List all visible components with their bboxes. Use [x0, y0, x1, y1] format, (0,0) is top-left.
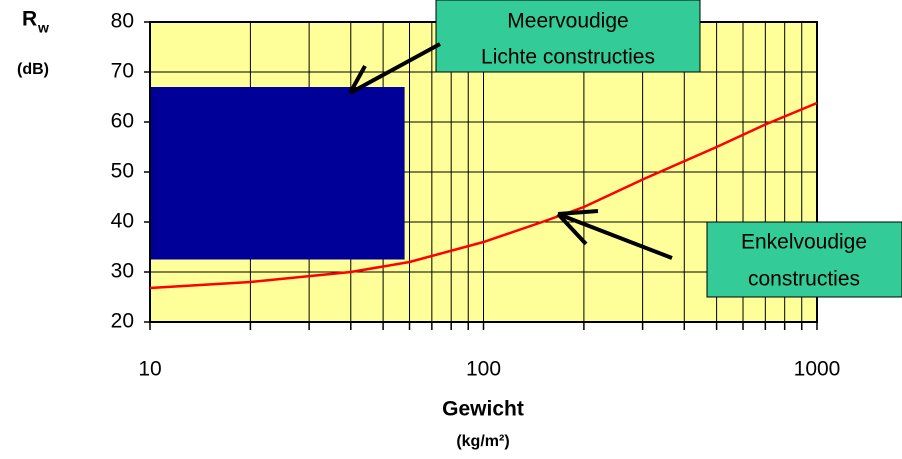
arrow-head — [556, 212, 588, 246]
annotation-text: Lichte constructies — [481, 46, 655, 69]
x-axis-label: Gewicht — [442, 398, 524, 421]
x-axis-unit: (kg/m²) — [456, 433, 509, 450]
annotation-text: Enkelvoudige — [741, 231, 867, 254]
annotation-text: constructies — [748, 268, 860, 291]
y-tick-label: 30 — [111, 260, 134, 283]
annotation-box — [435, 0, 701, 73]
y-tick-label: 20 — [111, 310, 134, 333]
x-tick-label: 100 — [466, 358, 501, 381]
annotations: Meervoudige Lichte constructies Enkelvou… — [348, 0, 902, 298]
y-axis-label: R — [22, 8, 37, 31]
arrow — [557, 212, 673, 260]
annotation-text: Meervoudige — [507, 10, 628, 33]
y-tick-label: 70 — [111, 60, 134, 83]
arrow-head — [348, 65, 367, 94]
x-tick-label: 10 — [138, 358, 161, 381]
y-tick-label: 80 — [111, 10, 134, 33]
arrow — [349, 42, 441, 95]
line — [149, 101, 818, 290]
y-tick-label: 60 — [111, 110, 134, 133]
x-tick-label: 1000 — [794, 358, 841, 381]
arrow-head — [557, 209, 599, 216]
y-tick-label: 50 — [111, 160, 134, 183]
region — [150, 87, 405, 260]
y-tick-label: 40 — [111, 210, 134, 233]
y-axis-unit: (dB) — [17, 61, 49, 78]
annotation-box — [706, 221, 902, 298]
y-axis-label-sub: w — [37, 20, 49, 36]
